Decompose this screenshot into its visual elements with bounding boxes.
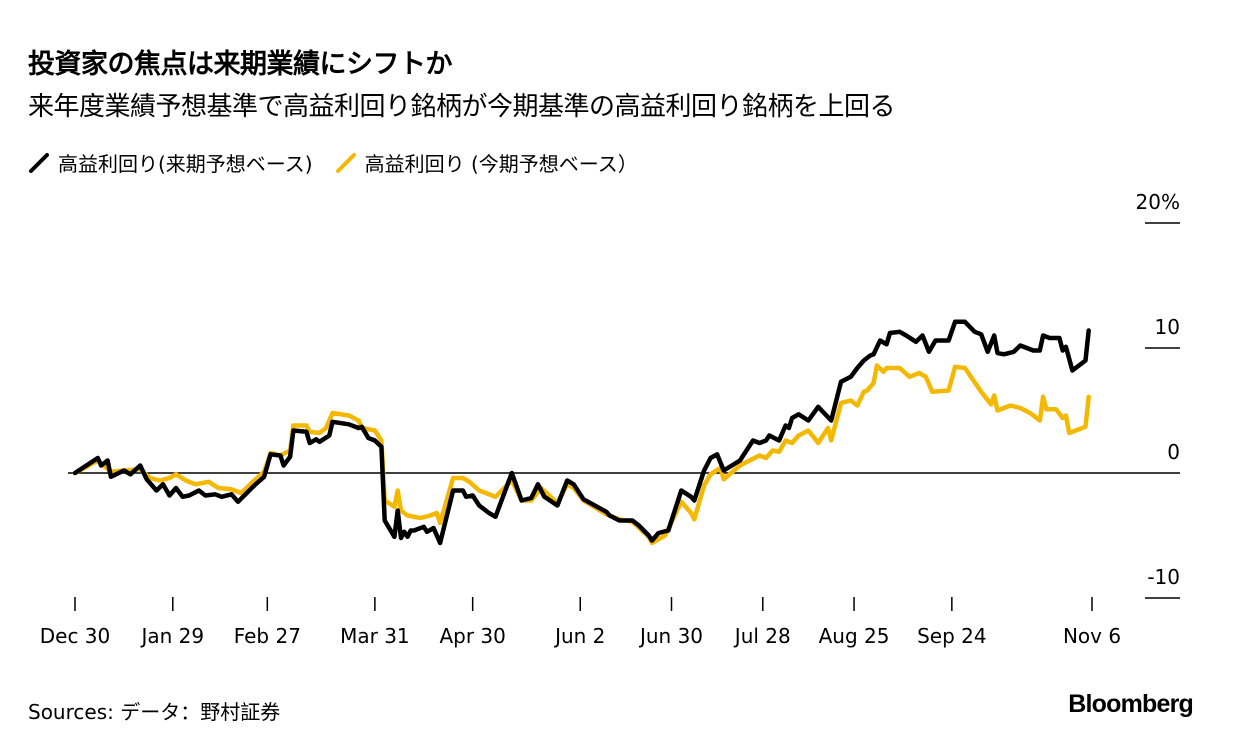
chart-title: 投資家の焦点は来期業績にシフトか xyxy=(28,49,453,80)
chart-subtitle: 来年度業績予想基準で高益利回り銘柄が今期基準の高益利回り銘柄を上回る xyxy=(28,92,896,122)
y-tick-label: 20% xyxy=(1136,190,1180,214)
legend-swatch-black-icon xyxy=(29,152,49,173)
y-tick-label: 0 xyxy=(1167,440,1180,464)
legend-item-current-fy: 高益利回り (今期予想ベース） xyxy=(335,148,638,177)
x-tick-label: Jun 30 xyxy=(638,624,703,648)
series-line-next-fy xyxy=(72,319,1091,546)
x-tick-label: Aug 25 xyxy=(819,624,890,648)
legend-label: 高益利回り(来期予想ベース) xyxy=(58,152,313,176)
x-tick-label: Nov 6 xyxy=(1063,624,1121,648)
legend-item-next-fy: 高益利回り(来期予想ベース) xyxy=(28,148,313,177)
series-line-current-fy xyxy=(72,363,1091,546)
legend: 高益利回り(来期予想ベース) 高益利回り (今期予想ベース） xyxy=(28,148,660,177)
x-tick-label: Sep 24 xyxy=(917,624,987,648)
x-tick-label: Dec 30 xyxy=(40,624,111,648)
x-tick-label: Mar 31 xyxy=(340,624,410,648)
legend-swatch-yellow-icon xyxy=(335,152,356,173)
y-tick-label: -10 xyxy=(1147,565,1180,589)
x-tick-label: Jul 28 xyxy=(733,624,791,648)
y-tick-label: 10 xyxy=(1155,315,1180,339)
x-tick-label: Jun 2 xyxy=(553,624,605,648)
x-tick-label: Jan 29 xyxy=(139,624,204,648)
x-tick-label: Apr 30 xyxy=(439,624,505,648)
bloomberg-logo: Bloomberg xyxy=(1068,690,1194,718)
sources-note: Sources: データ：野村証券 xyxy=(28,700,281,724)
legend-label: 高益利回り (今期予想ベース） xyxy=(364,152,638,176)
x-tick-label: Feb 27 xyxy=(234,624,301,648)
